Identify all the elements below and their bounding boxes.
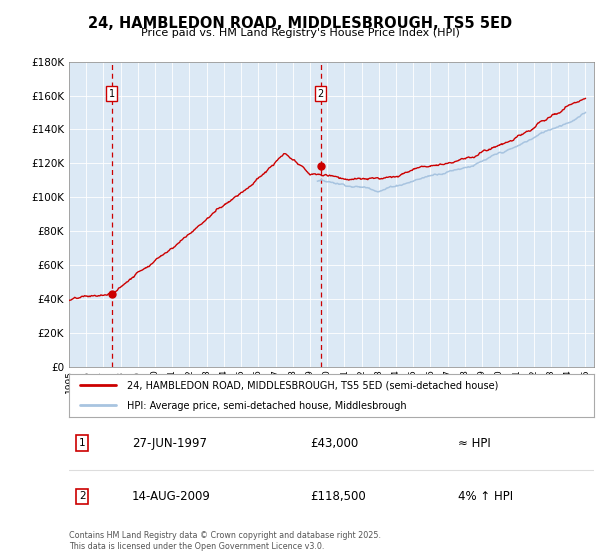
Text: This data is licensed under the Open Government Licence v3.0.: This data is licensed under the Open Gov… [69,542,325,551]
Text: 14-AUG-2009: 14-AUG-2009 [132,490,211,503]
Text: £118,500: £118,500 [311,490,366,503]
Text: 2: 2 [79,492,85,501]
Text: 27-JUN-1997: 27-JUN-1997 [132,437,207,450]
Text: 1: 1 [109,88,115,99]
Text: 2: 2 [317,88,324,99]
Text: 4% ↑ HPI: 4% ↑ HPI [458,490,512,503]
Text: Price paid vs. HM Land Registry's House Price Index (HPI): Price paid vs. HM Land Registry's House … [140,28,460,38]
Text: 24, HAMBLEDON ROAD, MIDDLESBROUGH, TS5 5ED: 24, HAMBLEDON ROAD, MIDDLESBROUGH, TS5 5… [88,16,512,31]
Text: 1: 1 [79,438,85,449]
Text: £43,000: £43,000 [311,437,359,450]
Text: 24, HAMBLEDON ROAD, MIDDLESBROUGH, TS5 5ED (semi-detached house): 24, HAMBLEDON ROAD, MIDDLESBROUGH, TS5 5… [127,381,498,391]
Text: HPI: Average price, semi-detached house, Middlesbrough: HPI: Average price, semi-detached house,… [127,401,406,411]
Text: ≈ HPI: ≈ HPI [458,437,490,450]
Text: Contains HM Land Registry data © Crown copyright and database right 2025.: Contains HM Land Registry data © Crown c… [69,531,381,540]
